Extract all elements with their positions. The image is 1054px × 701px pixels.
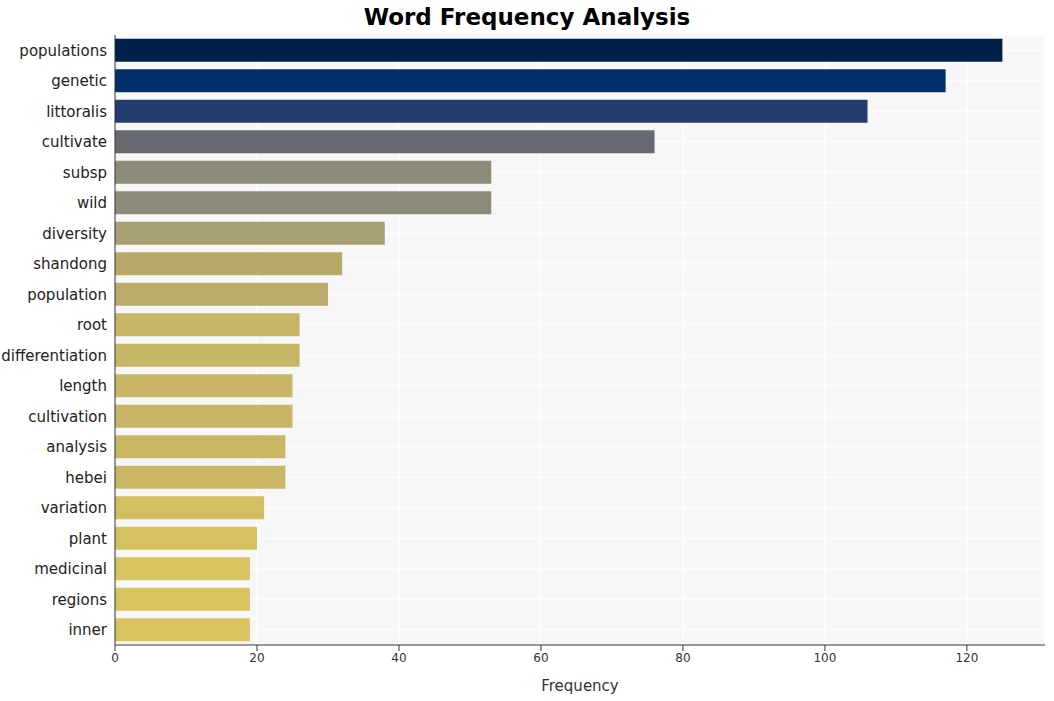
svg-text:root: root — [77, 316, 107, 334]
svg-text:100: 100 — [813, 651, 836, 665]
svg-text:genetic: genetic — [51, 72, 107, 90]
svg-text:variation: variation — [41, 499, 107, 517]
svg-text:120: 120 — [955, 651, 978, 665]
svg-text:60: 60 — [533, 651, 548, 665]
svg-text:wild: wild — [77, 194, 107, 212]
svg-text:differentiation: differentiation — [8, 347, 107, 365]
svg-text:20: 20 — [249, 651, 264, 665]
svg-text:cultivation: cultivation — [28, 408, 107, 426]
svg-text:diversity: diversity — [42, 225, 107, 243]
svg-text:shandong: shandong — [33, 255, 107, 273]
svg-text:littoralis: littoralis — [46, 103, 107, 121]
svg-text:80: 80 — [675, 651, 690, 665]
svg-text:inner: inner — [68, 621, 107, 639]
svg-text:population: population — [27, 286, 107, 304]
svg-text:populations: populations — [19, 42, 107, 60]
svg-text:cultivate: cultivate — [42, 133, 107, 151]
svg-text:subsp: subsp — [63, 164, 107, 182]
svg-text:regions: regions — [52, 591, 107, 609]
svg-text:plant: plant — [69, 530, 107, 548]
html-text:Word Frequency Analysis: Word Frequency Analysis — [363, 4, 691, 30]
svg-text:medicinal: medicinal — [34, 560, 107, 578]
svg-text:0: 0 — [111, 651, 119, 665]
svg-text:analysis: analysis — [46, 438, 107, 456]
svg-text:40: 40 — [391, 651, 406, 665]
svg-text:length: length — [59, 377, 107, 395]
svg-text:Frequency: Frequency — [541, 677, 619, 695]
svg-text:hebei: hebei — [65, 469, 107, 487]
